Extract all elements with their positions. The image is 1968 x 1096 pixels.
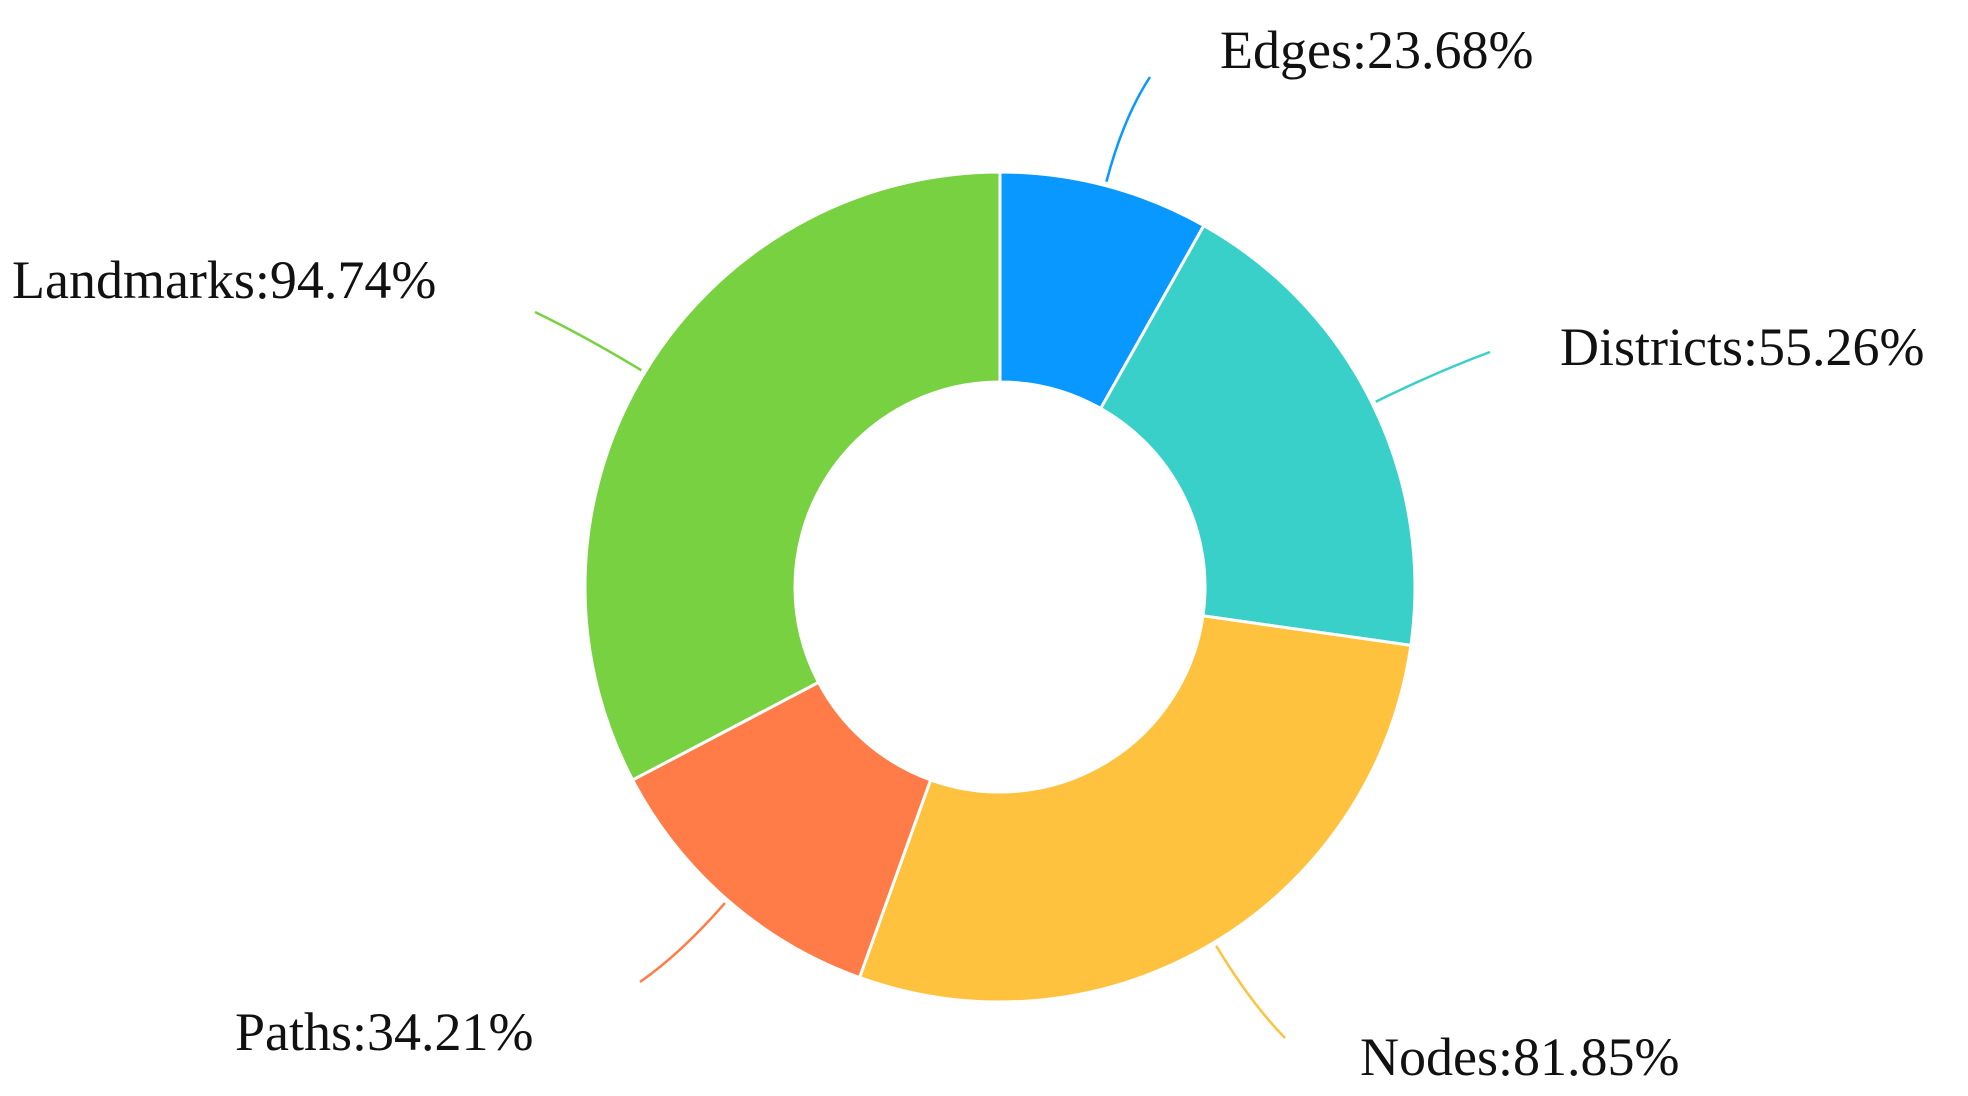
slice-nodes: [857, 614, 1413, 1004]
leader-line-edges: [1105, 76, 1152, 183]
slices-group: [583, 170, 1417, 1004]
leader-line-nodes: [1215, 945, 1286, 1039]
slice-label-districts: Districts:55.26%: [1560, 317, 1924, 377]
slice-label-landmarks: Landmarks:94.74%: [12, 250, 436, 310]
leader-line-districts: [1375, 350, 1491, 403]
leader-lines-group: [534, 76, 1491, 1039]
slice-landmarks: [583, 170, 1002, 783]
leader-line-paths: [639, 902, 726, 984]
slice-label-paths: Paths:34.21%: [235, 1002, 534, 1062]
slice-label-edges: Edges:23.68%: [1220, 20, 1533, 80]
leader-line-landmarks: [534, 310, 643, 372]
labels-group: Edges:23.68% Districts:55.26% Nodes:81.85%…: [12, 20, 1924, 1087]
slice-paths: [630, 680, 933, 980]
slice-districts: [1098, 223, 1417, 648]
slice-label-nodes: Nodes:81.85%: [1360, 1027, 1679, 1087]
